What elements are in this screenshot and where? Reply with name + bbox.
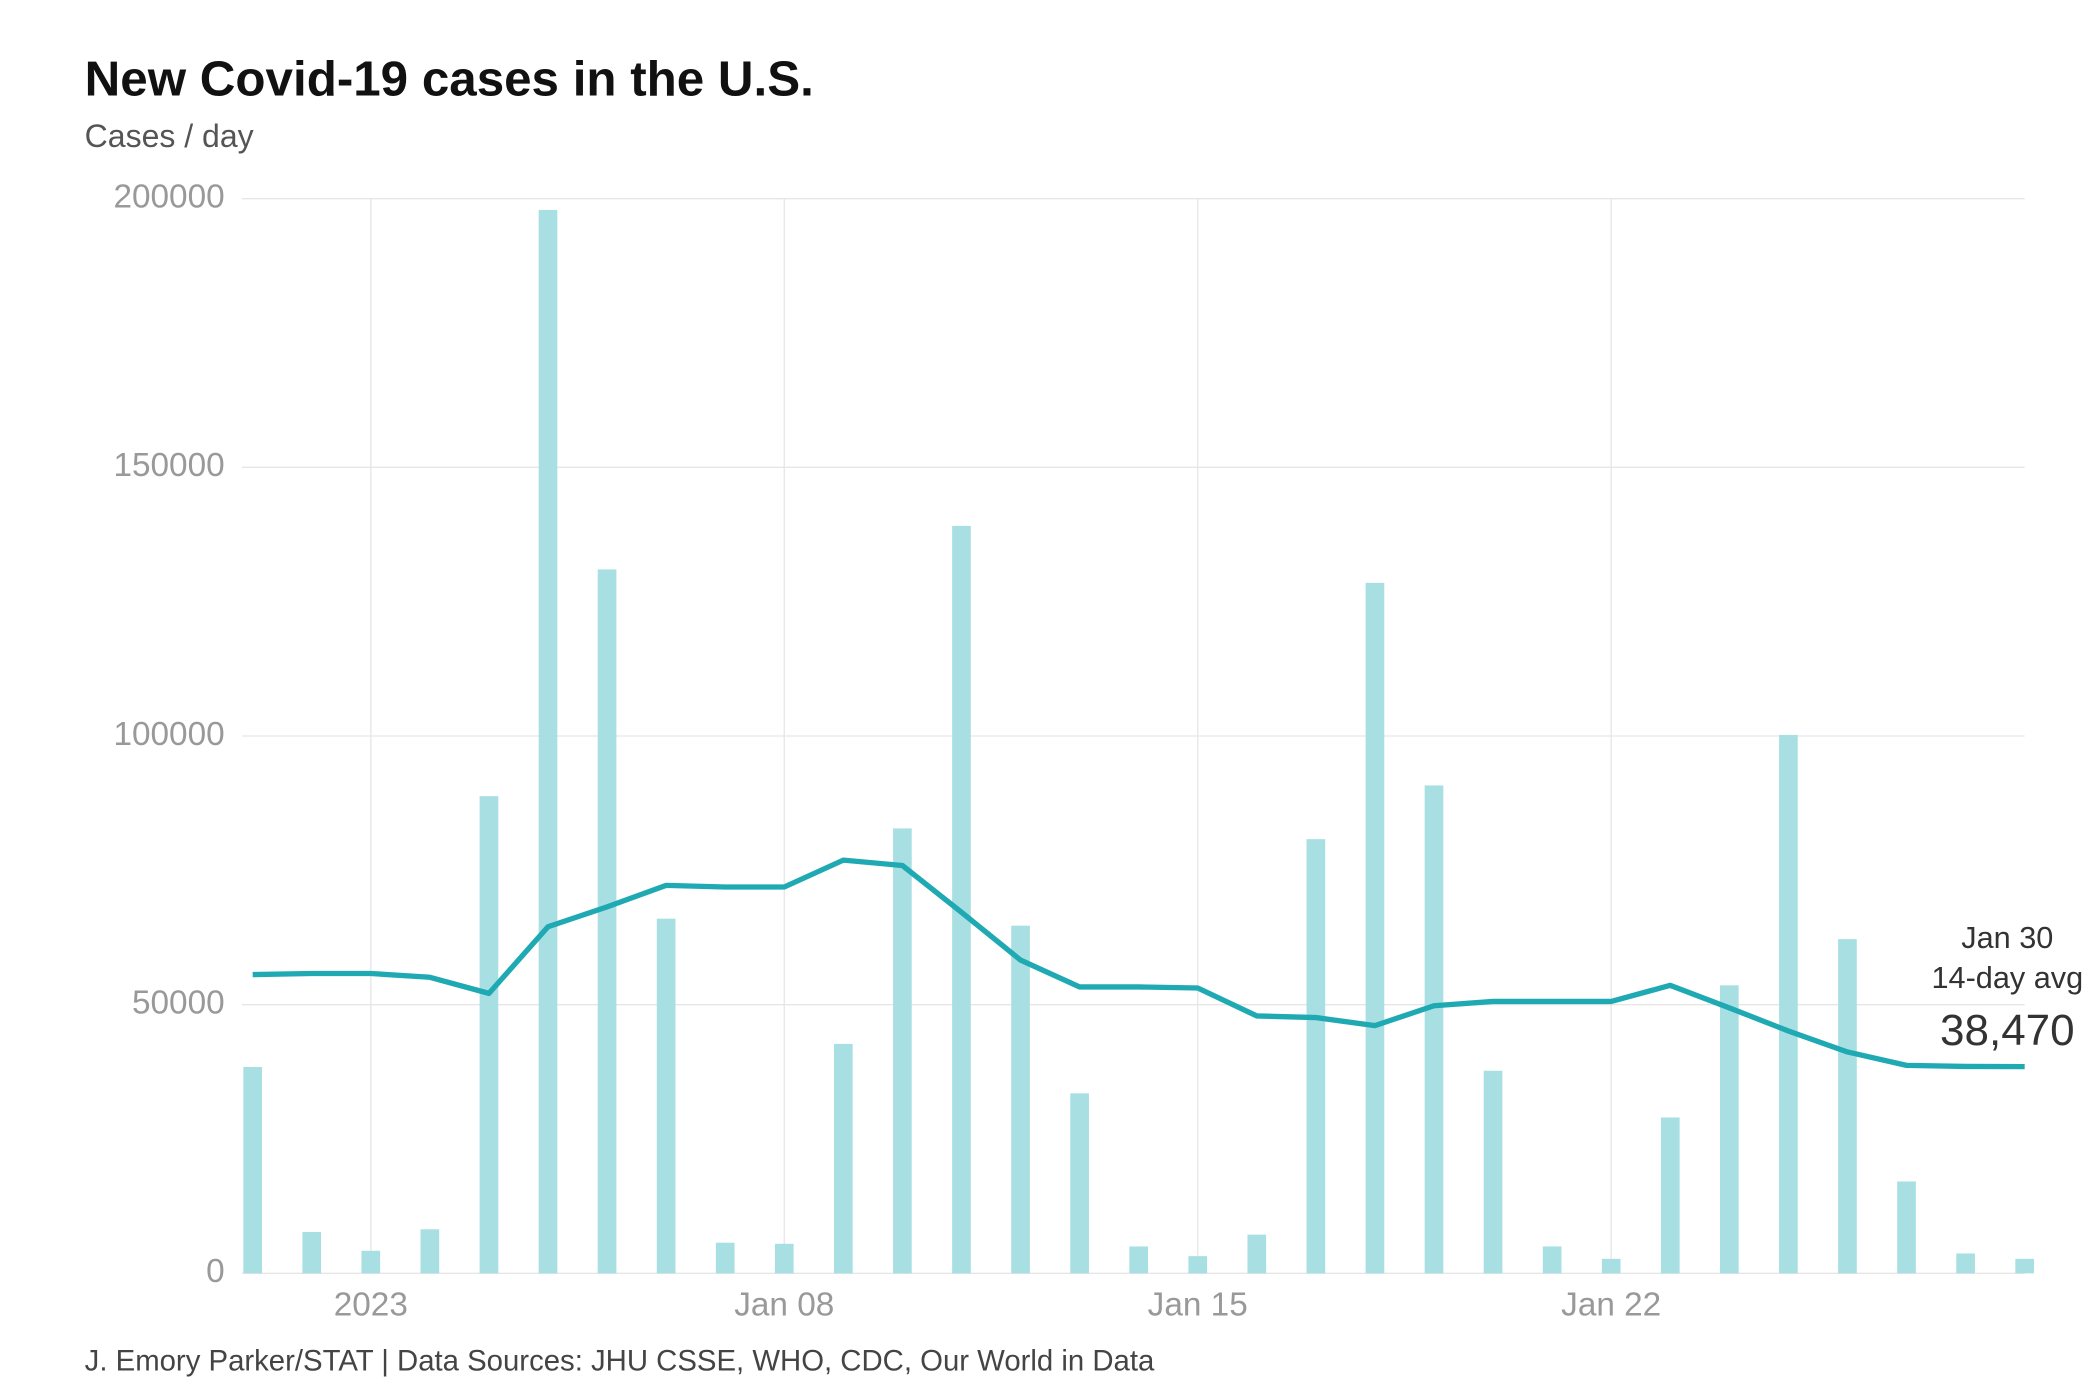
bar — [1247, 1234, 1267, 1274]
bar — [420, 1229, 440, 1274]
bar — [1365, 582, 1385, 1274]
y-tick-label: 200000 — [113, 178, 224, 215]
line — [252, 857, 2025, 1070]
bar — [1601, 1258, 1621, 1274]
bar — [1424, 785, 1444, 1274]
bar — [952, 525, 971, 1274]
bar — [834, 1043, 853, 1274]
bar — [1306, 839, 1326, 1274]
bar — [361, 1250, 381, 1274]
bar — [1956, 1253, 1975, 1274]
bar — [479, 796, 499, 1274]
y-tick-label: 0 — [206, 1253, 225, 1290]
bar — [597, 569, 617, 1274]
bar — [715, 1242, 735, 1274]
bar — [1483, 1070, 1503, 1274]
x-tick-label: Jan 15 — [1148, 1286, 1248, 1323]
bar — [1070, 1093, 1089, 1274]
bar — [1188, 1256, 1208, 1274]
bar — [1011, 925, 1030, 1274]
x-tick-label: Jan 22 — [1561, 1286, 1661, 1323]
y-tick-label: 150000 — [113, 447, 224, 484]
y-tick-label: 50000 — [132, 984, 225, 1021]
bar — [302, 1231, 322, 1274]
bar — [538, 209, 558, 1274]
bar — [1660, 1117, 1680, 1274]
bar — [774, 1243, 794, 1274]
bar — [1897, 1181, 1916, 1274]
x-tick-label: Jan 08 — [734, 1286, 834, 1323]
y-tick-label: 100000 — [113, 716, 224, 753]
x-tick-label: 2023 — [334, 1286, 408, 1323]
source: J. Emory Parker/STAT | Data Sources: JHU… — [85, 1344, 1155, 1377]
annotation-label: 14-day avg — [1931, 961, 2083, 995]
bar — [1838, 939, 1857, 1274]
chart-subtitle: Cases / day — [85, 118, 254, 154]
bar — [1129, 1246, 1148, 1274]
bar — [656, 918, 676, 1274]
annotation-date: Jan 30 — [1961, 921, 2053, 955]
chart-title: New Covid-19 cases in the U.S. — [85, 52, 814, 107]
bar — [243, 1066, 262, 1274]
bar — [2015, 1258, 2034, 1274]
bar — [893, 828, 912, 1274]
bar — [1720, 985, 1739, 1274]
bar — [1779, 734, 1798, 1274]
annotation-value: 38,470 — [1940, 1006, 2075, 1055]
bar — [1542, 1246, 1562, 1274]
